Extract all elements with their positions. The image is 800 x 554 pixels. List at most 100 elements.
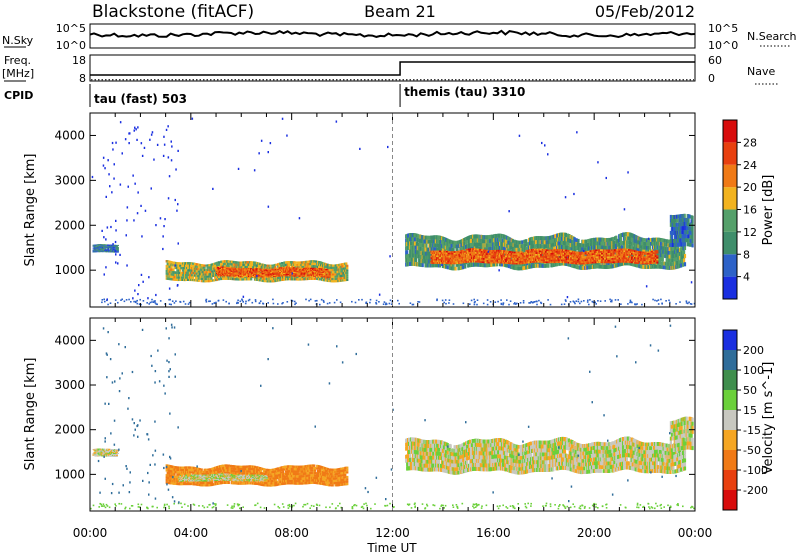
power-echo-cell	[283, 273, 287, 276]
power-echo-cell	[197, 279, 200, 282]
power-echo-cell	[98, 245, 101, 247]
power-echo-cell	[250, 270, 254, 272]
power-echo-cell	[328, 273, 331, 275]
power-echo-cell	[487, 258, 490, 261]
power-echo-cell	[683, 254, 687, 259]
power-echo-cell	[236, 271, 239, 273]
power-echo-cell	[227, 260, 230, 263]
power-echo-cell	[314, 277, 317, 280]
power-echo-cell	[269, 264, 272, 267]
power-echo-cell	[666, 258, 669, 263]
power-echo-cell	[186, 276, 189, 279]
power-echo-cell	[501, 246, 504, 251]
power-echo-cell	[518, 266, 521, 271]
power-echo-cell	[343, 265, 346, 268]
power-echo-cell	[314, 262, 317, 266]
power-echo-cell	[346, 264, 349, 267]
power-echo-cell	[189, 264, 193, 267]
power-echo-cell	[582, 239, 585, 244]
power-echo-cell	[419, 246, 422, 251]
power-echo-cell	[641, 241, 644, 246]
power-echo-cell	[468, 248, 471, 251]
power-echo-cell	[191, 264, 194, 268]
power-echo-cell	[547, 263, 550, 268]
power-echo-cell	[167, 267, 170, 271]
power-echo-cell	[241, 278, 244, 281]
power-echo-cell	[217, 263, 220, 267]
power-echo-cell	[112, 246, 116, 248]
power-echo-cell	[105, 245, 108, 247]
power-echo-cell	[446, 255, 449, 258]
power-echo-cell	[438, 258, 441, 261]
power-echo-cell	[606, 245, 609, 250]
power-echo-cell	[625, 244, 629, 249]
power-echo-cell	[227, 262, 230, 266]
power-echo-cell	[328, 276, 331, 278]
power-echo-cell	[566, 241, 569, 246]
power-echo-cell	[293, 263, 296, 267]
date-title: 05/Feb/2012	[595, 2, 695, 21]
power-echo-cell	[612, 236, 615, 241]
power-echo-cell	[300, 275, 303, 277]
power-echo-cell	[116, 248, 119, 250]
power-echo-cell	[229, 265, 232, 268]
power-echo-cell	[667, 250, 670, 255]
power-echo-cell	[473, 250, 476, 252]
freq-left-top-tick: 18	[72, 54, 86, 67]
power-echo-cell	[621, 245, 624, 250]
power-echo-cell	[303, 271, 306, 273]
power-echo-cell	[482, 256, 485, 258]
power-echo-cell	[464, 264, 467, 269]
power-echo-band	[430, 248, 659, 265]
power-echo-cell	[446, 257, 449, 260]
power-echo-cell	[247, 261, 250, 264]
power-echo-cell	[296, 271, 299, 273]
power-echo-cell	[539, 244, 542, 248]
power-echo-cell	[544, 263, 547, 268]
power-echo-cell	[647, 265, 650, 269]
power-echo-cell	[639, 245, 642, 249]
power-echo-cell	[437, 250, 440, 253]
power-echo-cell	[476, 248, 480, 251]
power-echo-cell	[475, 242, 478, 247]
power-echo-cell	[471, 258, 474, 261]
power-echo-cell	[305, 273, 308, 275]
power-echo-cell	[463, 241, 466, 246]
power-echo-cell	[279, 262, 282, 265]
power-echo-cell	[507, 264, 510, 269]
power-echo-cell	[525, 246, 528, 251]
power-echo-cell	[467, 263, 470, 268]
power-echo-cell	[239, 278, 242, 281]
power-echo-cell	[298, 275, 301, 277]
power-echo-cell	[216, 278, 219, 281]
power-echo-cell	[671, 258, 674, 263]
power-echo-cell	[461, 261, 464, 264]
power-echo-cell	[498, 237, 501, 242]
power-echo-cell	[499, 260, 502, 262]
power-echo-cell	[615, 235, 618, 240]
power-echo-cell	[203, 266, 206, 269]
power-echo-cell	[505, 263, 508, 268]
power-echo-cell	[209, 268, 212, 271]
power-echo-cell	[247, 272, 250, 274]
power-echo-cell	[479, 262, 482, 267]
power-echo-cell	[180, 274, 183, 277]
power-echo-cell	[335, 277, 338, 280]
power-echo-cell	[107, 248, 110, 250]
power-echo-cell	[190, 274, 194, 277]
power-echo-cell	[102, 251, 105, 253]
power-echo-cell	[450, 244, 453, 248]
power-echo-cell	[412, 249, 415, 254]
power-echo-cell	[658, 264, 661, 269]
power-echo-cell	[501, 262, 504, 267]
power-echo-cell	[211, 270, 214, 273]
power-echo-cell	[309, 272, 312, 274]
power-echo-cell	[328, 272, 331, 274]
power-echo-cell	[439, 247, 442, 252]
power-echo-cell	[656, 253, 659, 257]
power-echo-cell	[437, 252, 440, 254]
power-echo-cell	[315, 260, 318, 263]
power-echo-cell	[181, 267, 184, 270]
power-echo-cell	[491, 255, 494, 257]
power-echo-cell	[465, 240, 468, 245]
